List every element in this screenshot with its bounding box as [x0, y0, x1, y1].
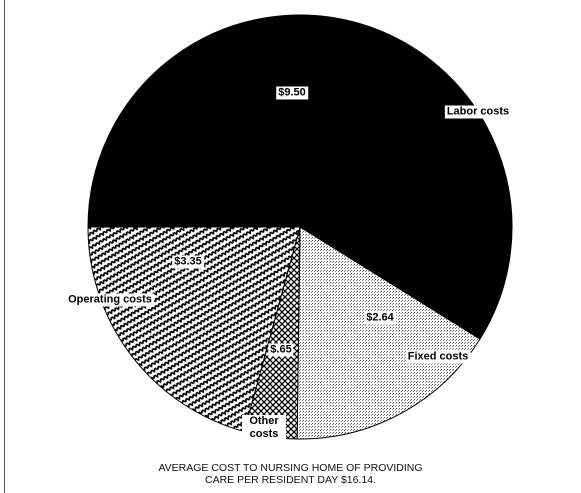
value-label: $9.50 — [276, 86, 308, 100]
value-label: $3.35 — [172, 255, 204, 269]
category-label: Operating costs — [66, 293, 154, 307]
frame-line — [4, 0, 5, 493]
pie-slice — [87, 14, 513, 340]
caption: CARE PER RESIDENT DAY $16.14. — [205, 474, 376, 486]
value-label: $.65 — [268, 343, 294, 357]
caption: AVERAGE COST TO NURSING HOME OF PROVIDIN… — [158, 462, 423, 474]
category-label: Fixed costs — [405, 350, 471, 364]
value-label: $2.64 — [364, 311, 396, 325]
category-label: Other costs — [242, 415, 286, 441]
pie-slice — [87, 226, 301, 433]
category-label: Labor costs — [444, 105, 512, 119]
